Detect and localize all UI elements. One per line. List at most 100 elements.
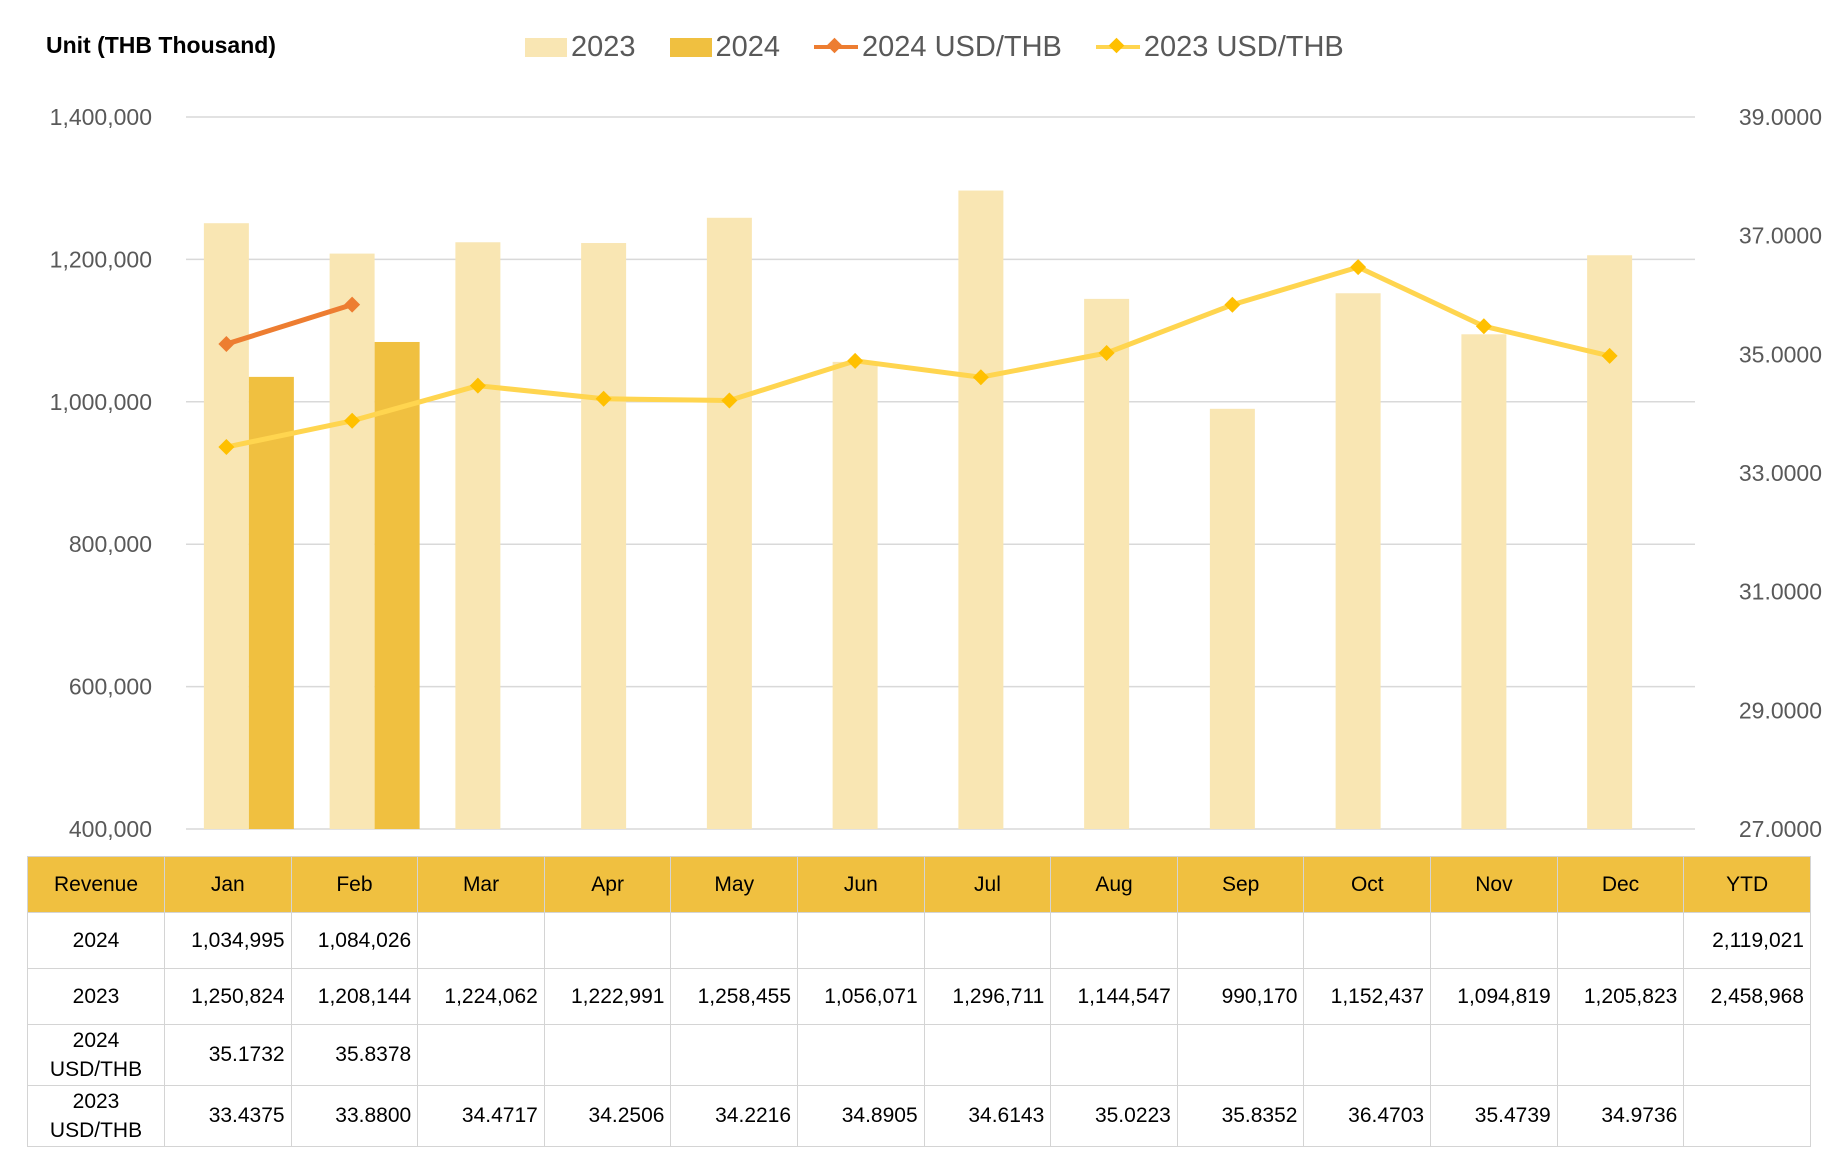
point-2023-usd-thb-oct bbox=[1350, 259, 1367, 276]
legend-label-2023: 2023 bbox=[571, 30, 636, 63]
y-right-tick-label: 33.0000 bbox=[1739, 460, 1822, 486]
table-header-feb: Feb bbox=[290, 856, 419, 913]
bar-2023-jan bbox=[203, 223, 249, 829]
y-right-tick-label: 27.0000 bbox=[1739, 816, 1822, 842]
table-cell: 35.0223 bbox=[1050, 1085, 1178, 1147]
table-cell: 34.6143 bbox=[923, 1085, 1052, 1147]
table-cell: 1,222,991 bbox=[543, 968, 672, 1025]
point-2023-usd-thb-nov bbox=[1475, 318, 1492, 335]
bar-2023-apr bbox=[581, 243, 627, 830]
table-cell bbox=[1050, 1024, 1178, 1086]
bar-2024-jan bbox=[248, 376, 294, 829]
point-2023-usd-thb-feb bbox=[344, 412, 361, 429]
table-cell bbox=[1303, 1024, 1432, 1086]
table-cell: 1,250,824 bbox=[164, 968, 292, 1025]
table-header-oct: Oct bbox=[1303, 856, 1432, 913]
table-cell bbox=[1303, 912, 1432, 969]
table-header-sep: Sep bbox=[1176, 856, 1305, 913]
table-cell: 34.8905 bbox=[797, 1085, 925, 1147]
table-cell: 1,208,144 bbox=[290, 968, 419, 1025]
legend-swatch-2024-usd-thb bbox=[814, 37, 859, 57]
table-cell: 1,224,062 bbox=[417, 968, 545, 1025]
table-cell: 34.4717 bbox=[417, 1085, 545, 1147]
table-cell: 35.8352 bbox=[1176, 1085, 1305, 1147]
table-header-jun: Jun bbox=[797, 856, 925, 913]
table-header-aug: Aug bbox=[1050, 856, 1178, 913]
table-cell: 2,458,968 bbox=[1683, 968, 1811, 1025]
legend-label-2023-usd-thb: 2023 USD/THB bbox=[1143, 30, 1344, 63]
bar-2023-nov bbox=[1461, 334, 1507, 829]
chart-legend: 2023 2024 2024 USD/THB 2023 USD/THB bbox=[525, 30, 1378, 64]
table-header-may: May bbox=[670, 856, 799, 913]
table-cell: 34.9736 bbox=[1556, 1085, 1685, 1147]
point-2023-usd-thb-jun bbox=[847, 352, 864, 369]
point-2023-usd-thb-dec bbox=[1601, 347, 1618, 364]
revenue-table: Revenue Jan Feb Mar Apr May Jun Jul Aug Sep Oct Nov… bbox=[27, 856, 1811, 1147]
revenue-chart: 400,000 600,000 800,000 1,000,000 1,200,000 1… bbox=[50, 104, 1822, 842]
table-cell bbox=[1430, 1024, 1558, 1086]
point-2023-usd-thb-sep bbox=[1224, 296, 1241, 313]
y-right-tick-label: 37.0000 bbox=[1739, 223, 1822, 249]
table-cell bbox=[417, 1024, 545, 1086]
point-2023-usd-thb-apr bbox=[595, 390, 612, 407]
legend-swatch-2023-usd-thb bbox=[1095, 37, 1140, 57]
y-left-tick-label: 600,000 bbox=[69, 674, 152, 700]
table-cell bbox=[1683, 1024, 1811, 1086]
table-cell: 35.1732 bbox=[164, 1024, 292, 1086]
table-header-row: Revenue Jan Feb Mar Apr May Jun Jul Aug Sep Oct Nov… bbox=[27, 856, 1811, 913]
row-label: 2024 USD/THB bbox=[27, 1024, 165, 1086]
legend-item-2024: 2024 bbox=[669, 30, 781, 64]
table-cell bbox=[1683, 1085, 1811, 1147]
legend-swatch-2023 bbox=[525, 37, 567, 57]
table-cell bbox=[1050, 912, 1178, 969]
table-cell: 1,056,071 bbox=[797, 968, 925, 1025]
legend-label-2024: 2024 bbox=[715, 30, 781, 63]
table-cell: 1,258,455 bbox=[670, 968, 799, 1025]
table-cell bbox=[1176, 912, 1305, 969]
table-header-apr: Apr bbox=[543, 856, 672, 913]
row-label: 2024 bbox=[27, 912, 165, 969]
table-header-nov: Nov bbox=[1430, 856, 1558, 913]
table-cell: 36.4703 bbox=[1303, 1085, 1432, 1147]
bar-2023-jun bbox=[832, 361, 878, 829]
row-label: 2023 USD/THB bbox=[27, 1085, 165, 1147]
table-cell bbox=[1556, 912, 1685, 969]
table-cell: 1,296,711 bbox=[923, 968, 1052, 1025]
point-2023-usd-thb-jul bbox=[972, 369, 989, 386]
table-cell: 1,205,823 bbox=[1556, 968, 1685, 1025]
legend-item-2023: 2023 bbox=[525, 31, 636, 64]
table-cell: 1,144,547 bbox=[1050, 968, 1178, 1025]
table-cell: 33.4375 bbox=[164, 1085, 292, 1147]
table-cell bbox=[670, 1024, 799, 1086]
bar-2023-oct bbox=[1335, 293, 1381, 829]
unit-label: Unit (THB Thousand) bbox=[46, 32, 276, 58]
table-cell bbox=[1176, 1024, 1305, 1086]
table-cell: 33.8800 bbox=[290, 1085, 419, 1147]
table-cell: 990,170 bbox=[1176, 968, 1305, 1025]
table-row: 2023 USD/THB 33.4375 33.8800 34.4717 34.2506… bbox=[27, 1085, 1811, 1147]
table-header-dec: Dec bbox=[1556, 856, 1685, 913]
table-header-jul: Jul bbox=[923, 856, 1052, 913]
table-cell bbox=[543, 912, 672, 969]
y-right-tick-label: 31.0000 bbox=[1739, 579, 1822, 605]
bar-2023-mar bbox=[455, 242, 501, 830]
row-label: 2023 bbox=[27, 968, 165, 1025]
table-cell bbox=[417, 912, 545, 969]
table-cell: 1,152,437 bbox=[1303, 968, 1432, 1025]
point-2023-usd-thb-mar bbox=[469, 377, 486, 394]
table-header-mar: Mar bbox=[417, 856, 545, 913]
legend-label-2024-usd-thb: 2024 USD/THB bbox=[862, 30, 1062, 63]
table-cell bbox=[923, 1024, 1052, 1086]
table-row: 2024 1,034,995 1,084,026 2,119,021 bbox=[27, 912, 1811, 969]
point-2024-usd-thb-feb bbox=[344, 296, 361, 313]
table-row: 2024 USD/THB 35.1732 35.8378 bbox=[27, 1024, 1811, 1086]
y-right-tick-label: 35.0000 bbox=[1739, 341, 1822, 367]
point-2023-usd-thb-jan bbox=[218, 439, 235, 456]
point-2023-usd-thb-may bbox=[721, 392, 738, 409]
y-left-tick-label: 1,400,000 bbox=[50, 104, 152, 130]
table-cell bbox=[1430, 912, 1558, 969]
bar-2023-sep bbox=[1209, 408, 1255, 829]
bar-2024-feb bbox=[374, 341, 420, 829]
table-header-ytd: YTD bbox=[1683, 856, 1811, 913]
table-cell: 34.2506 bbox=[543, 1085, 672, 1147]
